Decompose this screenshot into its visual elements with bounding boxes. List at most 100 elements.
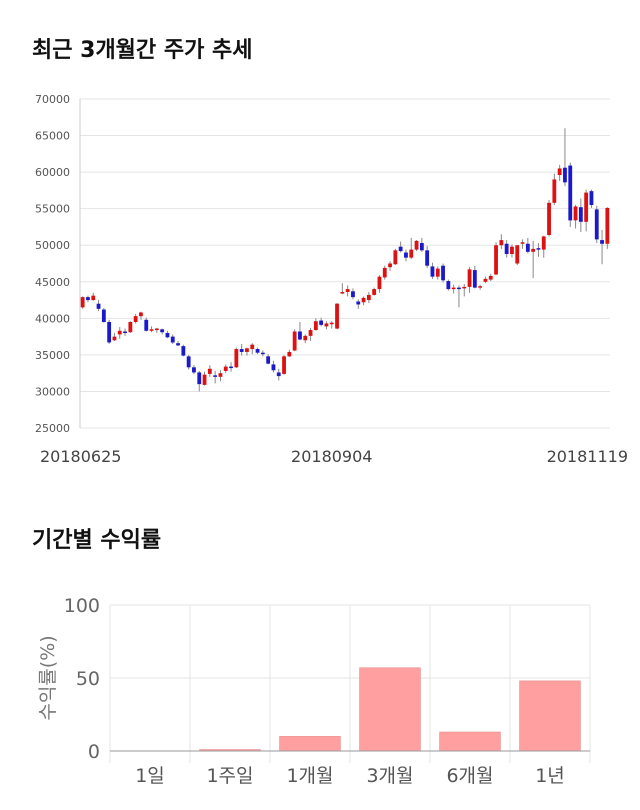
candle-body — [308, 330, 313, 336]
candle — [361, 296, 366, 306]
candle-body — [488, 275, 493, 280]
candle — [292, 329, 297, 352]
candle-body — [404, 252, 408, 258]
returns-x-tick-label: 3개월 — [366, 765, 413, 787]
candle-body — [176, 343, 180, 346]
candle — [504, 240, 509, 258]
returns-x-tick-label: 1년 — [535, 765, 565, 787]
candle — [266, 354, 271, 365]
candle — [260, 350, 265, 357]
candle — [531, 240, 536, 279]
candle-body — [525, 243, 530, 252]
returns-bar — [519, 680, 581, 752]
candle — [605, 207, 610, 249]
candle — [451, 284, 456, 294]
candle — [573, 205, 578, 229]
candle — [520, 239, 525, 249]
price-y-tick-label: 45000 — [35, 276, 70, 289]
candle-body — [430, 266, 435, 277]
candle — [393, 248, 398, 265]
price-chart-candles — [80, 128, 610, 392]
candle — [229, 362, 233, 372]
price-candlestick-chart: 25000 30000 35000 40000 45000 50000 55000 60000… — [35, 93, 628, 466]
candle-body — [255, 349, 260, 353]
candle — [176, 340, 180, 347]
candle — [255, 347, 260, 355]
candle — [388, 261, 392, 271]
candle-body — [510, 246, 514, 254]
candle — [382, 265, 387, 280]
candle-body — [393, 250, 398, 265]
candle-body — [139, 312, 143, 317]
candle-body — [218, 373, 223, 377]
candle-body — [197, 372, 202, 385]
candle — [271, 360, 276, 373]
candle-body — [594, 209, 599, 240]
candle — [329, 321, 334, 329]
price-y-tick-label: 35000 — [35, 349, 70, 362]
returns-chart-bars — [199, 667, 581, 752]
candle — [340, 283, 345, 295]
candle-body — [520, 242, 525, 244]
returns-bar — [439, 731, 501, 752]
price-y-tick-label: 60000 — [35, 166, 70, 179]
candle-body — [181, 346, 186, 356]
candle-body — [515, 245, 520, 264]
candle-body — [589, 191, 594, 206]
candle — [207, 365, 212, 377]
candle-body — [573, 206, 578, 221]
candle — [345, 285, 350, 297]
candle — [472, 265, 477, 289]
candle — [324, 321, 329, 330]
candle-body — [266, 356, 271, 364]
candle — [356, 299, 361, 309]
candle — [557, 164, 562, 181]
candle-body — [213, 375, 218, 377]
candle-body — [165, 332, 170, 338]
candle — [483, 276, 488, 284]
candle — [398, 241, 403, 253]
candle — [457, 285, 461, 308]
returns-y-tick-label: 50 — [76, 668, 100, 690]
candle — [446, 279, 451, 291]
candle-body — [80, 297, 85, 308]
candle-body — [245, 348, 249, 352]
candle-body — [557, 168, 562, 176]
candle — [282, 354, 286, 375]
candle — [80, 296, 85, 309]
candle-body — [123, 331, 127, 333]
candle-body — [345, 289, 350, 293]
candle-body — [192, 367, 196, 373]
candle-body — [160, 329, 165, 333]
candle — [96, 300, 101, 312]
candle-body — [472, 270, 477, 288]
candle-body — [446, 281, 451, 290]
candle — [372, 287, 377, 296]
candle — [186, 354, 191, 370]
candle — [245, 347, 249, 356]
candle-body — [361, 297, 366, 303]
candle — [467, 267, 472, 293]
returns-x-tick-label: 1개월 — [286, 765, 333, 787]
candle-body — [133, 316, 138, 322]
candle-body — [435, 268, 440, 277]
candle-body — [563, 167, 567, 183]
candle — [313, 318, 318, 331]
candle — [149, 326, 154, 333]
candle-body — [382, 267, 387, 278]
candle — [430, 262, 435, 279]
candle — [165, 330, 170, 339]
candle — [218, 370, 223, 382]
candle — [578, 198, 583, 233]
candle-body — [600, 240, 604, 244]
candle — [351, 288, 355, 300]
candle — [112, 332, 117, 341]
candle — [154, 327, 159, 333]
returns-chart-axes: 0 50 100 1일 1주일 1개월 3개월 6개월 1년 수익률(%) — [37, 595, 590, 787]
candle — [488, 273, 493, 282]
candle — [234, 347, 239, 369]
candle-body — [112, 336, 117, 341]
candle-body — [366, 294, 371, 301]
candle-body — [128, 321, 133, 333]
candle-body — [186, 356, 191, 368]
